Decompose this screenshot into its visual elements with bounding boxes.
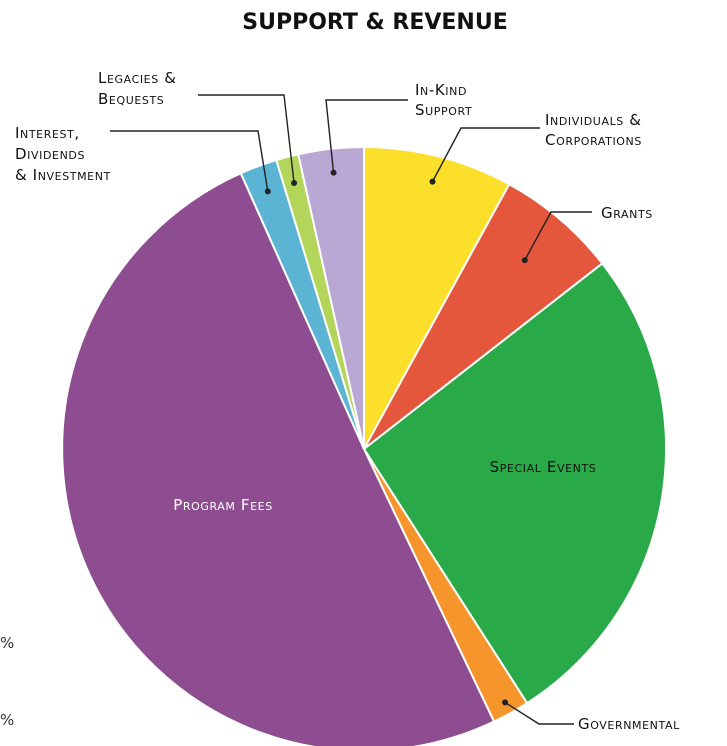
individuals-leader-line xyxy=(431,127,540,182)
interest-leader-line xyxy=(110,130,269,192)
grants-leader-dot xyxy=(521,257,528,264)
leader-lines xyxy=(110,94,592,725)
slice-individuals-corporations xyxy=(363,145,511,450)
slice-special-events xyxy=(362,262,667,705)
label-special-events: Special Events xyxy=(490,458,597,476)
inkind-leader-dot xyxy=(330,169,337,176)
label-legacies: Bequests xyxy=(98,90,164,108)
label-governmental: Governmental xyxy=(578,715,680,733)
label-individuals: Corporations xyxy=(545,131,642,149)
label-individuals: Individuals & xyxy=(545,111,642,129)
pie-slices xyxy=(61,145,667,746)
legacies-leader-dot xyxy=(291,180,298,187)
legacies-leader-line xyxy=(198,94,295,184)
label-inkind: In-Kind xyxy=(415,81,467,99)
cut-off-fragment: % xyxy=(0,634,14,652)
inkind-leader-line xyxy=(325,99,408,173)
label-interest: & Investment xyxy=(15,166,111,184)
governmental-leader-line xyxy=(504,701,574,725)
interest-leader-dot xyxy=(264,188,271,195)
governmental-leader-dot xyxy=(502,699,509,706)
slice-labels: Individuals & Corporations Grants Special E… xyxy=(0,69,680,733)
label-program-fees: Program Fees xyxy=(173,496,273,514)
label-interest: Interest, xyxy=(15,124,80,142)
label-grants: Grants xyxy=(601,204,653,222)
label-legacies: Legacies & xyxy=(98,69,177,87)
individuals-leader-dot xyxy=(429,178,436,185)
slice-program-fees xyxy=(61,171,496,746)
label-inkind: Support xyxy=(415,101,472,119)
cut-off-fragment: % xyxy=(0,711,14,729)
grants-leader-line xyxy=(524,211,592,261)
slice-grants xyxy=(363,182,604,450)
label-interest: Dividends xyxy=(15,145,85,163)
chart-title: SUPPORT & REVENUE xyxy=(242,10,507,35)
